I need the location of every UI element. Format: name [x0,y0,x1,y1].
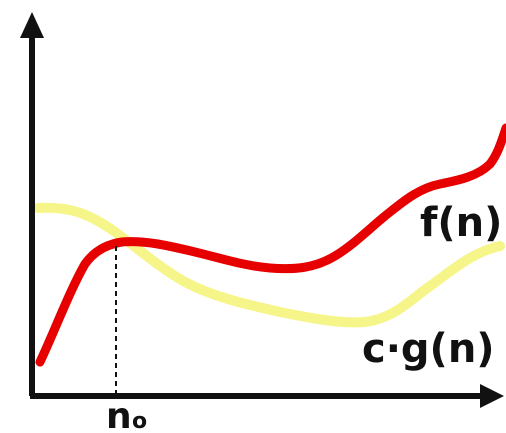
arrow-up-icon [20,12,44,38]
cg-curve [33,202,505,328]
f-curve [35,123,506,367]
f-label: f(n) [420,200,502,246]
n0-label: n [106,396,132,433]
cg-label: c·g(n) [362,326,495,372]
arrow-right-icon [480,384,504,408]
n0-subscript: o [132,409,147,433]
